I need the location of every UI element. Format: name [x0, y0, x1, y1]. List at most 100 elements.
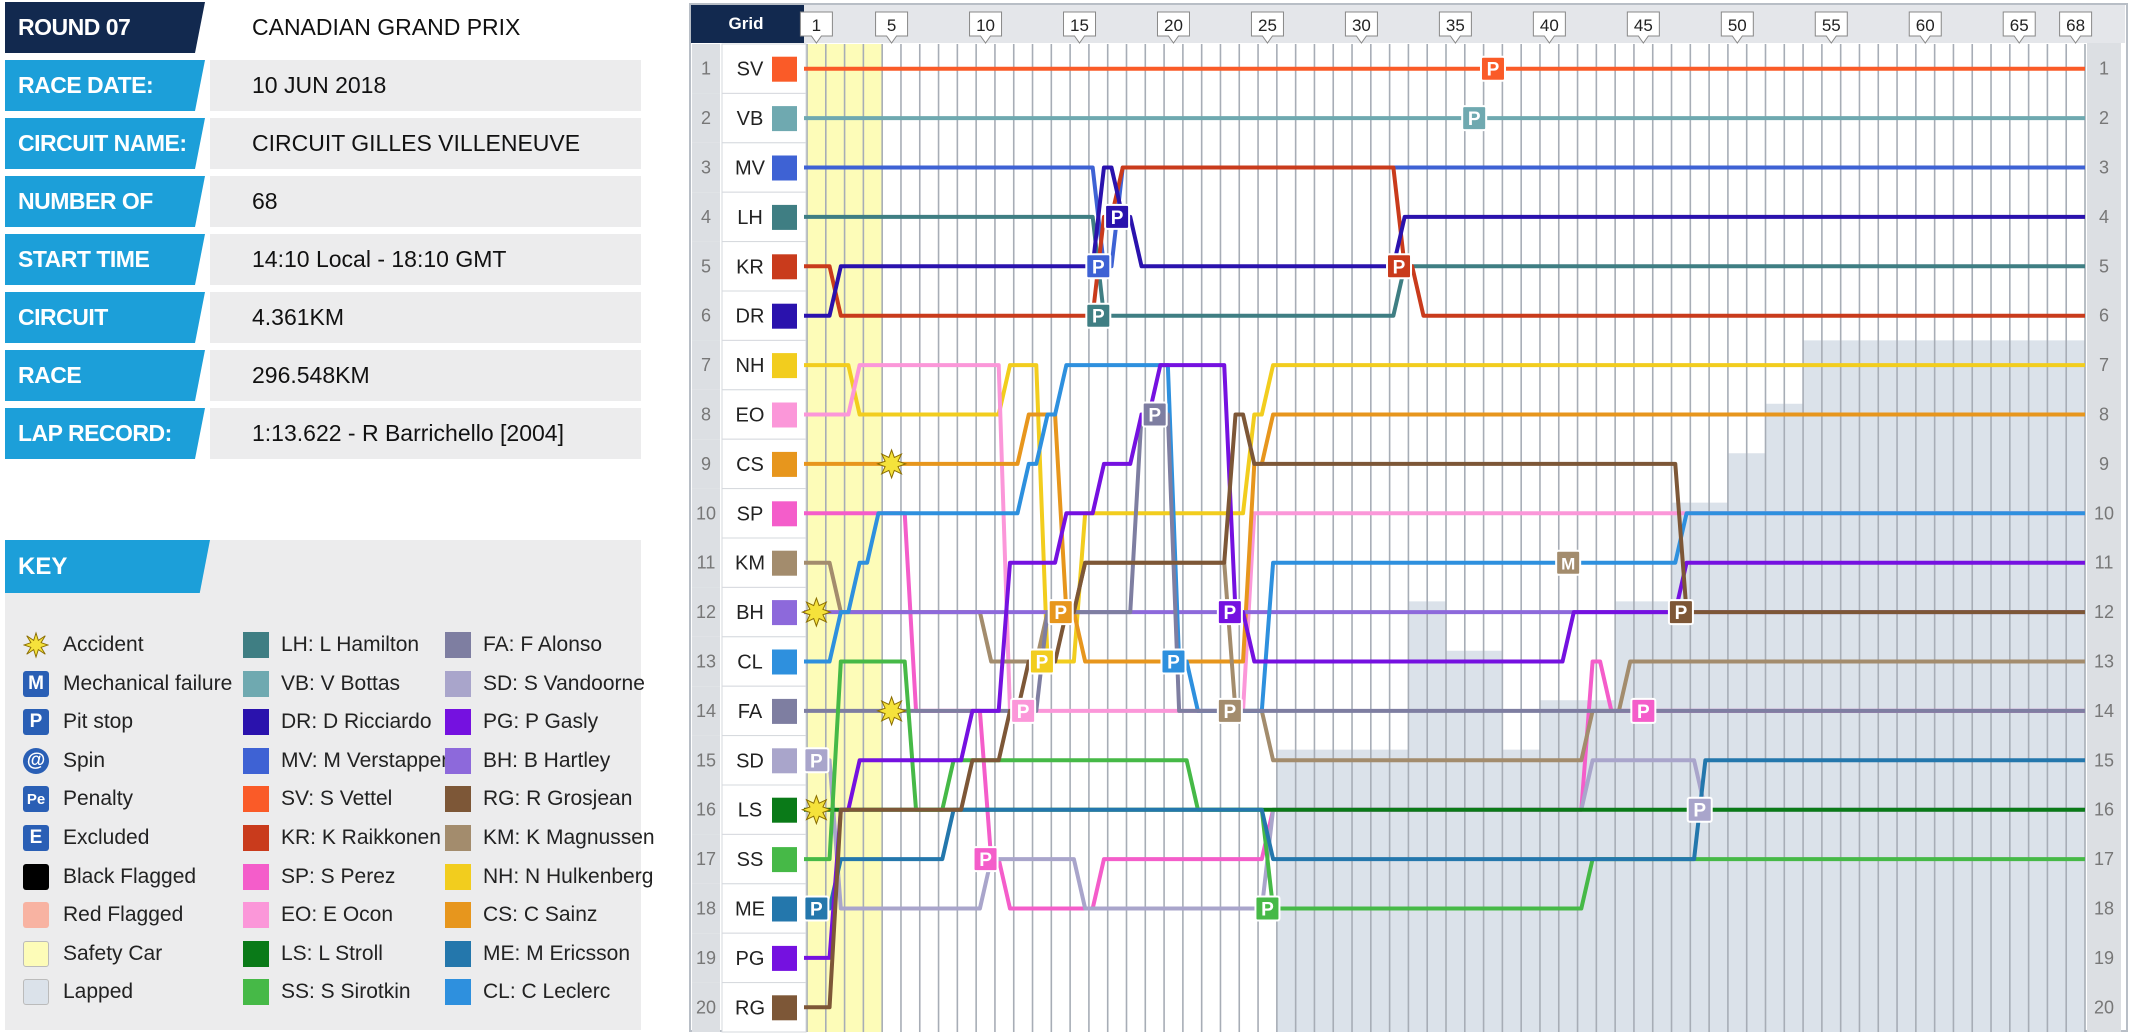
position-number: 5	[701, 256, 711, 276]
grid-driver-swatch	[772, 254, 797, 280]
key-driver-item: VB: V Bottas	[243, 669, 400, 699]
lap-tick-box	[1720, 11, 1754, 44]
key-driver-label: NH: N Hulkenberg	[483, 864, 654, 888]
position-number-right: 4	[2099, 207, 2109, 227]
info-label: START TIME	[5, 234, 205, 285]
pit-stop-marker	[1216, 697, 1243, 724]
position-number: 10	[696, 503, 716, 523]
pit-stop-glyph: P	[1693, 801, 1706, 822]
position-number-right: 6	[2099, 306, 2109, 326]
safety-car-square-icon	[23, 940, 49, 967]
info-label: ROUND 07	[5, 2, 205, 53]
pit-stop-marker	[1047, 599, 1074, 626]
pit-stop-glyph: P	[1167, 653, 1180, 674]
key-driver-item: MV: M Verstappen	[243, 746, 453, 776]
penalty-Pe-icon: Pe	[23, 786, 49, 813]
position-number-cell	[692, 192, 720, 242]
position-number-cell	[692, 636, 720, 687]
mechanical-failure-glyph: M	[1561, 555, 1575, 574]
position-number-cell	[692, 834, 720, 884]
position-number: 11	[697, 553, 716, 573]
grid-driver-swatch	[772, 847, 797, 873]
key-driver-label: SV: S Vettel	[281, 787, 393, 811]
driver-line-rg	[804, 412, 2085, 1010]
info-row: CIRCUIT NAME: CIRCUIT GILLES VILLENEUVE	[5, 118, 641, 169]
grid-driver-code: KM	[735, 553, 765, 575]
key-driver-label: BH: B Hartley	[483, 748, 611, 772]
pit-stop-glyph: P	[1637, 702, 1650, 723]
position-number-right: 9	[2099, 454, 2109, 474]
key-driver-label: MV: M Verstappen	[281, 748, 453, 772]
lap-tick-box	[1532, 11, 1566, 44]
key-symbol-label: Safety Car	[63, 941, 163, 965]
pit-stop-marker	[1216, 599, 1243, 626]
key-symbol-label: Red Flagged	[63, 903, 184, 927]
key-driver-item: FA: F Alonso	[445, 630, 602, 660]
driver-line-me	[804, 758, 2085, 911]
grid-driver-code: NH	[736, 355, 765, 377]
pit-stop-glyph: P	[1111, 208, 1124, 229]
driver-line-cs	[804, 412, 2085, 664]
pit-stop-glyph: P	[1092, 307, 1105, 328]
info-label: RACE DATE:	[5, 60, 205, 111]
position-number-cell	[692, 982, 720, 1032]
driver-swatch	[243, 632, 269, 658]
grid-driver-swatch	[772, 303, 797, 329]
info-row: NUMBER OF LAPS:68	[5, 176, 641, 227]
position-number: 2	[701, 108, 711, 128]
grid-driver-code: KR	[736, 256, 764, 278]
pit-stop-glyph: P	[1017, 702, 1030, 723]
position-number-right: 12	[2094, 602, 2114, 622]
pit-stop-glyph: P	[1224, 702, 1237, 723]
position-number-cell	[692, 142, 720, 193]
position-number-right: 11	[2095, 553, 2114, 573]
driver-swatch	[243, 786, 269, 813]
key-symbol-label: Spin	[63, 748, 106, 772]
key-symbol-label: Mechanical failure	[63, 671, 233, 695]
accident-star-icon	[23, 631, 49, 659]
accident-marker	[800, 596, 832, 628]
pit-stop-glyph: P	[1468, 109, 1481, 130]
lap-tick-box	[1063, 11, 1097, 44]
key-panel: KEY Accident M Mechanical failure P Pit stop…	[5, 540, 655, 1030]
pit-stop-marker	[1010, 697, 1037, 724]
driver-swatch	[243, 670, 269, 697]
grid-driver-swatch	[772, 995, 797, 1021]
info-value: 4.361KM	[210, 292, 641, 343]
driver-swatch	[243, 709, 269, 736]
key-driver-label: SP: S Perez	[281, 864, 396, 888]
pit-stop-marker	[1085, 302, 1112, 329]
info-value: CANADIAN GRAND PRIX	[210, 2, 641, 53]
position-number-cell	[692, 340, 720, 390]
key-symbol-item: Pe Penalty	[23, 784, 133, 814]
key-symbol-item: Safety Car	[23, 939, 162, 969]
key-driver-item: EO: E Ocon	[243, 900, 393, 930]
driver-swatch	[445, 863, 471, 890]
key-driver-label: DR: D Ricciardo	[281, 710, 432, 734]
driver-swatch	[243, 940, 269, 967]
key-symbol-label: Excluded	[63, 826, 150, 849]
driver-swatch	[445, 940, 471, 967]
driver-swatch	[445, 825, 471, 851]
lap-tick-label: 15	[1070, 16, 1089, 35]
position-number-cell	[692, 44, 720, 94]
grid-driver-swatch	[772, 600, 797, 626]
info-label: LAP RECORD:	[5, 408, 205, 459]
pit-stop-marker	[1386, 253, 1413, 280]
grid-header-label: Grid	[729, 14, 764, 33]
pit-stop-glyph: P	[1148, 406, 1161, 427]
grid-driver-code: BH	[736, 602, 764, 624]
key-driver-item: RG: R Grosjean	[445, 784, 632, 814]
grid-driver-swatch	[772, 106, 797, 132]
lap-tick-box	[2002, 11, 2036, 44]
key-driver-label: RG: R Grosjean	[483, 787, 633, 811]
grid-driver-swatch	[772, 748, 797, 774]
key-symbol-item: Accident	[23, 630, 144, 660]
pit-stop-glyph: P	[1224, 603, 1237, 624]
position-number-right: 1	[2099, 59, 2109, 79]
position-number-cell	[692, 933, 720, 983]
driver-swatch	[243, 902, 269, 929]
black-flag-square-icon	[23, 863, 49, 890]
info-value: 68	[210, 176, 641, 227]
position-number: 13	[696, 652, 716, 672]
